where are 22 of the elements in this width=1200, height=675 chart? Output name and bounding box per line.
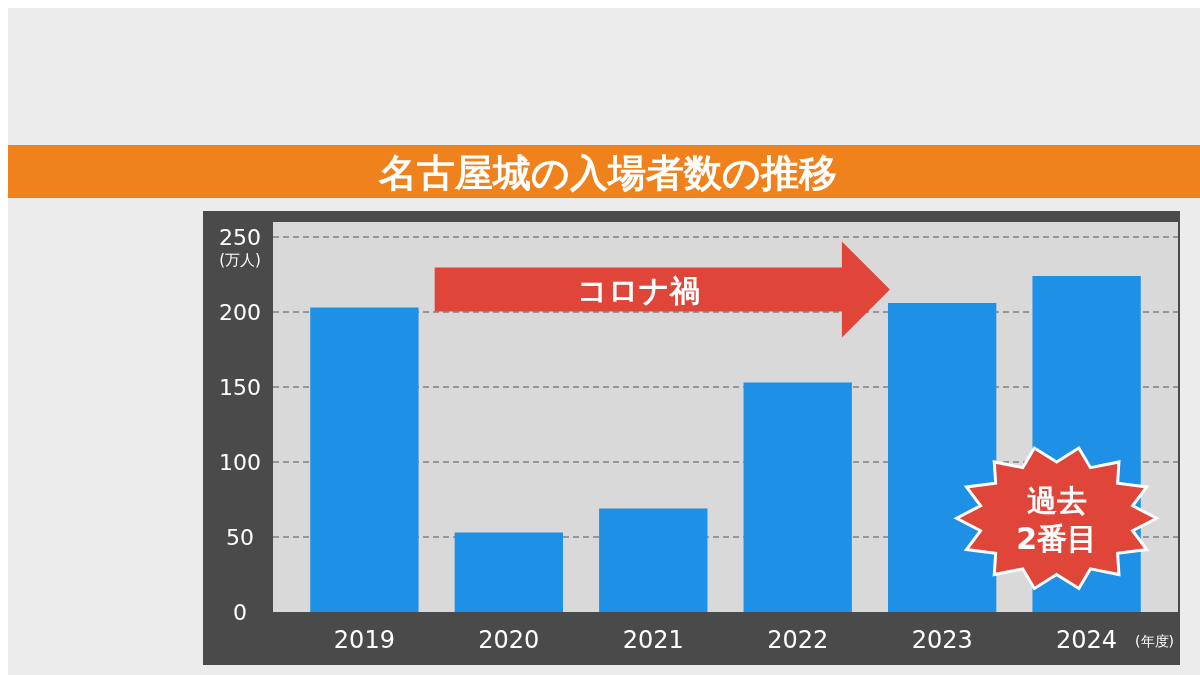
bar <box>743 382 852 612</box>
x-tick-label: 2019 <box>333 626 395 654</box>
y-tick-label: 150 <box>219 375 261 400</box>
chart-title: 名古屋城の入場者数の推移 <box>378 151 837 195</box>
y-axis-title: (万人) <box>219 251 261 269</box>
x-tick-label: 2022 <box>767 626 829 654</box>
annotation: 過去 2番目 <box>1016 483 1098 557</box>
x-axis-title: (年度) <box>1135 633 1174 649</box>
y-tick-label: 50 <box>226 525 254 550</box>
bar <box>310 307 419 612</box>
y-tick-label: 250 <box>219 225 261 250</box>
annotation: コロナ禍 <box>576 272 700 308</box>
x-tick-label: 2024 <box>1056 626 1118 654</box>
bar <box>888 303 997 612</box>
y-tick-label: 200 <box>219 300 261 325</box>
x-tick-label: 2020 <box>478 626 540 654</box>
x-tick-label: 2021 <box>622 626 684 654</box>
bar <box>454 532 563 612</box>
bar <box>599 508 708 612</box>
y-tick-label: 100 <box>219 450 261 475</box>
y-tick-label: 0 <box>233 600 247 625</box>
x-tick-label: 2023 <box>911 626 973 654</box>
